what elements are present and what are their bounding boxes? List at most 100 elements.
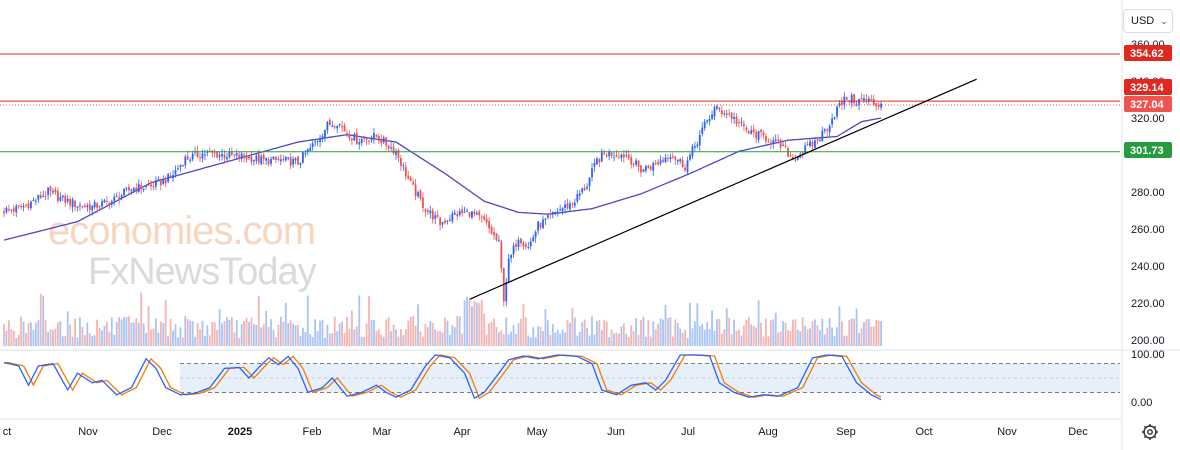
volume-bar bbox=[17, 334, 20, 346]
volume-bar bbox=[400, 329, 402, 346]
volume-bar bbox=[645, 336, 647, 346]
volume-bar bbox=[843, 335, 846, 346]
candle-body bbox=[730, 112, 733, 119]
candle-body bbox=[382, 137, 385, 143]
price-tick-label: 320.00 bbox=[1131, 113, 1165, 125]
candle-body bbox=[728, 113, 731, 115]
volume-bar bbox=[863, 321, 865, 346]
candle-body bbox=[865, 98, 868, 100]
volume-bar bbox=[88, 333, 91, 346]
candle-body bbox=[59, 196, 62, 201]
candle-body bbox=[272, 156, 275, 160]
time-tick-label: Nov bbox=[997, 426, 1017, 438]
candle-body bbox=[223, 154, 226, 159]
volume-bar bbox=[162, 322, 165, 346]
candle-body bbox=[32, 200, 35, 202]
candle-body bbox=[297, 156, 299, 165]
candle-body bbox=[772, 140, 775, 144]
candle-body bbox=[30, 201, 32, 209]
volume-bar bbox=[213, 322, 216, 346]
volume-bar bbox=[91, 336, 94, 346]
candle-body bbox=[294, 158, 297, 161]
candle-body bbox=[458, 210, 461, 216]
candle-body bbox=[814, 140, 816, 148]
candle-body bbox=[174, 170, 177, 175]
volume-bar bbox=[453, 327, 456, 346]
volume-bar bbox=[206, 325, 209, 346]
candle-body bbox=[142, 188, 145, 191]
volume-bar bbox=[867, 318, 870, 346]
candle-body bbox=[811, 141, 814, 147]
currency-select[interactable]: USD ⌄ bbox=[1123, 9, 1173, 33]
volume-bar bbox=[669, 317, 672, 346]
price-tick-label: 200.00 bbox=[1131, 335, 1165, 347]
ma-line bbox=[3, 117, 882, 241]
candle-body bbox=[718, 107, 721, 110]
volume-bar bbox=[515, 333, 517, 346]
volume-bar bbox=[189, 320, 192, 346]
candle-body bbox=[591, 168, 593, 178]
candle-body bbox=[801, 152, 804, 154]
volume-bar bbox=[289, 320, 292, 346]
candle-body bbox=[400, 158, 402, 166]
candle-body bbox=[527, 247, 530, 249]
volume-bar bbox=[850, 318, 853, 346]
volume-bar bbox=[422, 336, 424, 346]
volume-bar bbox=[524, 317, 527, 346]
candle-body bbox=[118, 197, 121, 201]
candle-body bbox=[137, 183, 140, 193]
gear-icon[interactable] bbox=[1140, 422, 1160, 442]
candle-body bbox=[845, 97, 848, 100]
volume-bar bbox=[723, 329, 726, 346]
candle-body bbox=[622, 154, 625, 158]
volume-bar bbox=[304, 332, 307, 346]
volume-bar bbox=[407, 320, 410, 346]
volume-bar bbox=[458, 316, 461, 346]
volume-bar bbox=[25, 332, 27, 346]
volume-bar bbox=[787, 330, 789, 346]
volume-bar bbox=[498, 332, 500, 346]
volume-bar bbox=[446, 320, 449, 346]
volume-bar bbox=[757, 300, 760, 346]
volume-bar bbox=[15, 337, 18, 346]
volume-bar bbox=[275, 337, 277, 346]
volume-bar bbox=[338, 323, 341, 346]
volume-bar bbox=[218, 309, 221, 346]
volume-bar bbox=[730, 334, 733, 346]
candle-body bbox=[630, 157, 633, 165]
volume-bar bbox=[292, 323, 294, 346]
time-tick-label: May bbox=[527, 426, 548, 438]
candle-body bbox=[774, 139, 777, 141]
candle-body bbox=[436, 215, 439, 217]
candle-body bbox=[164, 180, 167, 184]
candle-body bbox=[333, 126, 336, 128]
candle-body bbox=[662, 160, 664, 162]
candle-body bbox=[260, 156, 263, 165]
volume-bar bbox=[659, 318, 662, 346]
volume-bar bbox=[500, 330, 503, 346]
candle-body bbox=[419, 190, 422, 199]
candle-body bbox=[703, 121, 706, 129]
volume-bar bbox=[257, 295, 260, 346]
candle-body bbox=[735, 116, 738, 124]
volume-bar bbox=[248, 321, 250, 346]
volume-bar bbox=[76, 337, 79, 346]
volume-bar bbox=[316, 331, 319, 346]
volume-bar bbox=[120, 319, 123, 346]
candle-body bbox=[306, 149, 309, 152]
candle-body bbox=[561, 208, 564, 211]
volume-bar bbox=[711, 310, 713, 346]
volume-bar bbox=[647, 319, 650, 346]
volume-bar bbox=[865, 319, 868, 346]
volume-bar bbox=[760, 322, 762, 346]
volume-bar bbox=[324, 337, 326, 346]
volume-bar bbox=[765, 318, 767, 346]
candle-body bbox=[191, 153, 194, 160]
candle-body bbox=[385, 137, 388, 146]
candle-body bbox=[490, 227, 493, 234]
volume-bar bbox=[159, 321, 162, 346]
volume-bar bbox=[132, 322, 135, 346]
candle-body bbox=[488, 221, 490, 229]
candle-body bbox=[698, 134, 701, 146]
